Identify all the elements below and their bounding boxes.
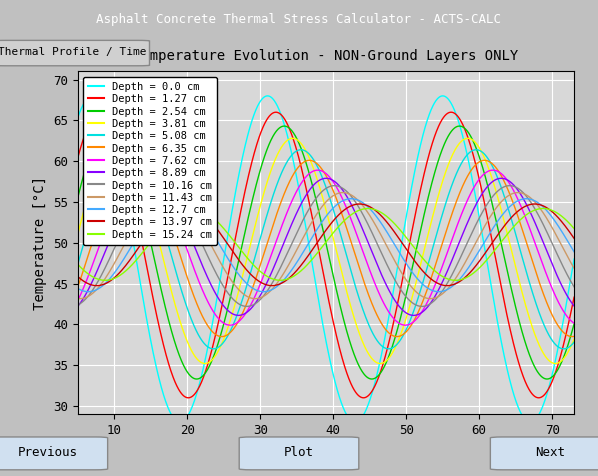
Y-axis label: Temperature [°C]: Temperature [°C] [33, 176, 47, 310]
X-axis label: Time [h]: Time [h] [292, 442, 359, 456]
Text: Next: Next [535, 446, 565, 459]
Title: Temperature Evolution - NON-Ground Layers ONLY: Temperature Evolution - NON-Ground Layer… [133, 50, 518, 63]
Legend: Depth = 0.0 cm, Depth = 1.27 cm, Depth = 2.54 cm, Depth = 3.81 cm, Depth = 5.08 : Depth = 0.0 cm, Depth = 1.27 cm, Depth =… [83, 77, 217, 245]
Text: Plot: Plot [284, 446, 314, 459]
FancyBboxPatch shape [239, 437, 359, 470]
FancyBboxPatch shape [0, 40, 150, 66]
Text: Thermal Profile / Time: Thermal Profile / Time [0, 47, 146, 57]
Text: Previous: Previous [18, 446, 78, 459]
FancyBboxPatch shape [490, 437, 598, 470]
FancyBboxPatch shape [0, 437, 108, 470]
Text: Asphalt Concrete Thermal Stress Calculator - ACTS-CALC: Asphalt Concrete Thermal Stress Calculat… [96, 12, 502, 26]
